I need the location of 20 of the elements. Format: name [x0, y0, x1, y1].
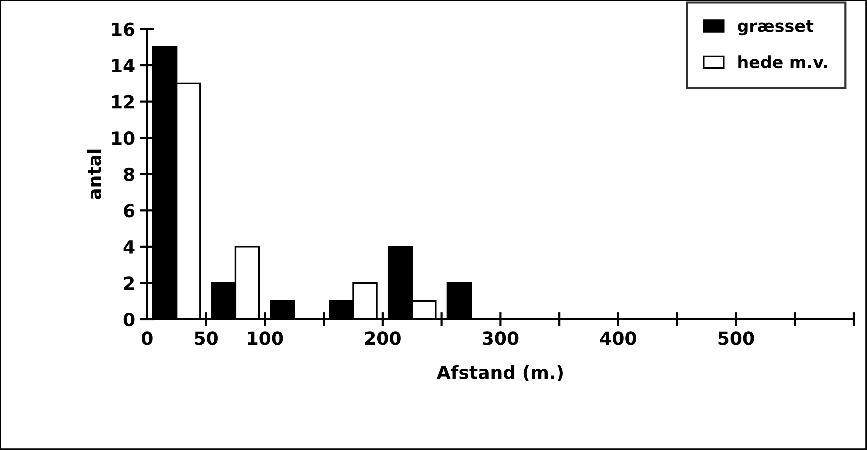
x-tick-label: 50	[195, 332, 218, 346]
x-axis-title: Afstand (m.)	[436, 365, 563, 382]
x-tick-label: 500	[718, 332, 754, 346]
x-tick-label: 400	[600, 332, 636, 346]
legend-label: græsset	[738, 20, 814, 36]
x-tick-label: 300	[483, 332, 519, 346]
y-axis-title: antal	[87, 150, 102, 200]
y-tick-label: 8	[124, 168, 134, 182]
y-tick-label: 4	[124, 240, 135, 254]
y-tick-label: 6	[124, 204, 135, 218]
legend-label: hede m.v.	[738, 56, 828, 69]
x-tick-label: 0	[142, 332, 153, 346]
y-tick-label: 2	[124, 276, 134, 290]
y-tick-label: 12	[112, 95, 134, 109]
y-tick-label: 14	[112, 59, 135, 72]
x-tick-label: 100	[248, 332, 284, 346]
y-tick-label: 16	[112, 22, 135, 36]
y-tick-label: 10	[112, 132, 135, 146]
x-tick-label: 200	[366, 332, 401, 346]
y-tick-label: 0	[124, 312, 135, 327]
